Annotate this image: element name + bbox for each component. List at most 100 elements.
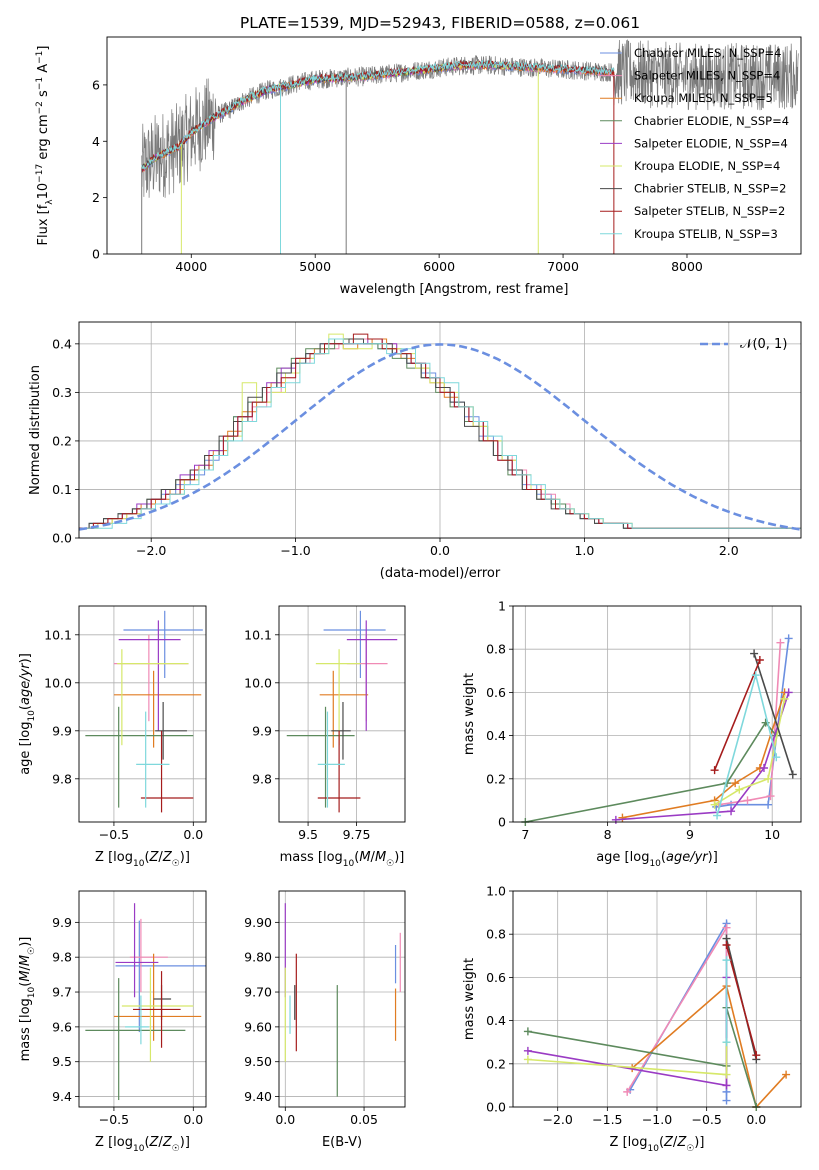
- axes-frame: [78, 890, 207, 1108]
- legend-label: Salpeter ELODIE, N_SSP=4: [634, 136, 788, 150]
- x-tick-label: 6000: [423, 259, 455, 274]
- series-kroupa-elodie: [523, 1038, 731, 1079]
- y-axis-label: mass weight: [462, 673, 477, 755]
- legend-label: Salpeter STELIB, N_SSP=2: [634, 204, 785, 218]
- y-tick-label: 10.0: [44, 675, 72, 690]
- mass-vs-metallicity-chart: −0.5 0.0 9.4 9.5 9.6 9.7 9.8 9.9 Z [log10(Z/Z☉)]…: [18, 890, 207, 1154]
- y-tick-label: 0: [498, 815, 506, 830]
- weight-marker: [780, 694, 789, 703]
- y-tick-label: 0.1: [52, 482, 72, 497]
- axes-frame: [278, 890, 406, 1108]
- x-tick-label: −1.0: [280, 543, 310, 558]
- series-chabrier-stelib: [750, 649, 797, 779]
- weight-line: [615, 692, 790, 821]
- x-tick-label: 0.0: [746, 1112, 766, 1127]
- series-kroupa-miles: [628, 982, 791, 1111]
- axes-frame: [106, 36, 802, 255]
- point-salpeter-stelib: [140, 730, 194, 813]
- x-tick-label: 8: [604, 827, 612, 842]
- y-tick-label: 9.4: [52, 1089, 72, 1104]
- y-tick-label: 9.70: [244, 985, 272, 1000]
- weight-marker: [772, 753, 781, 762]
- legend-label: Chabrier MILES, N_SSP=4: [634, 46, 781, 60]
- histogram-chabrier-elodie: [79, 338, 797, 529]
- point-salpeter-miles: [113, 634, 189, 722]
- weight-marker: [752, 1051, 761, 1060]
- point-salpeter-elodie: [115, 903, 159, 998]
- legend-label: Chabrier STELIB, N_SSP=2: [634, 182, 786, 196]
- weight-marker: [722, 1081, 731, 1090]
- y-tick-label: 0.8: [486, 927, 506, 942]
- x-axis-label: (data-model)/error: [380, 566, 501, 581]
- weight-line: [525, 721, 777, 823]
- y-tick-label: 0.2: [52, 433, 72, 448]
- point-kroupa-elodie: [315, 649, 361, 746]
- point-salpeter-stelib: [132, 971, 181, 1048]
- age-vs-metallicity-chart: −0.5 0.0 9.8 9.9 10.0 10.1 Z [log10(Z/Z☉)] age …: [18, 605, 207, 869]
- weight-line: [714, 698, 786, 806]
- histogram-steps: [79, 333, 801, 531]
- weight-marker: [623, 1087, 632, 1096]
- axes-frame: [278, 605, 406, 823]
- y-tick-label: 0.4: [486, 1013, 506, 1028]
- weight-marker: [722, 1070, 731, 1079]
- y-tick-label: 9.8: [52, 771, 72, 786]
- point-kroupa-stelib: [317, 711, 345, 808]
- histogram-kroupa-stelib: [83, 338, 801, 529]
- errorbars: [284, 903, 401, 1097]
- weight-marker: [710, 766, 719, 775]
- histogram-chabrier-stelib: [79, 338, 797, 529]
- histogram-kroupa-miles: [83, 338, 801, 529]
- weight-marker: [618, 813, 627, 822]
- weight-lines: [523, 919, 791, 1111]
- point-chabrier-miles: [115, 920, 206, 1033]
- y-tick-label: 10.1: [44, 627, 72, 642]
- point-salpeter-miles: [129, 918, 168, 993]
- y-tick-label: 9.40: [244, 1089, 272, 1104]
- x-axis-label: mass [log10(M/M☉)]: [280, 850, 405, 869]
- x-tick-label: −0.5: [99, 1112, 129, 1127]
- series-salpeter-elodie: [611, 688, 793, 824]
- mass-vs-extinction-chart: 0.0 0.05 9.40 9.50 9.60 9.70 9.80 9.90 E(B-V): [244, 890, 406, 1150]
- y-tick-label: 6: [92, 77, 100, 92]
- legend-label: 𝒩(0, 1): [740, 337, 787, 352]
- weight-line: [713, 659, 761, 771]
- series-chabrier-elodie: [521, 718, 781, 826]
- series-salpeter-stelib: [710, 656, 764, 775]
- y-tick-label: 2: [92, 190, 100, 205]
- x-tick-label: 0.0: [183, 1112, 203, 1127]
- x-tick-label: 0.0: [275, 1112, 295, 1127]
- weight-marker: [776, 638, 785, 647]
- x-axis-label: age [log10(age/yr)]: [596, 850, 718, 869]
- legend-label: Kroupa STELIB, N_SSP=3: [634, 227, 778, 241]
- weight-line: [725, 944, 758, 1056]
- y-tick-label: 9.7: [52, 985, 72, 1000]
- y-tick-label: 9.80: [244, 950, 272, 965]
- point-kroupa-miles: [113, 953, 202, 1041]
- y-axis-label: Flux [fλ10−17 erg cm−2 s−1 A−1]: [35, 46, 55, 246]
- errorbars: [286, 610, 398, 813]
- y-tick-label: 1: [498, 599, 506, 614]
- weight-marker: [523, 1055, 532, 1064]
- series-kroupa-miles: [618, 688, 789, 822]
- y-tick-label: 0.0: [486, 1100, 506, 1115]
- weight-marker: [611, 815, 620, 824]
- x-axis-label: Z [log10(Z/Z☉)]: [95, 850, 190, 869]
- series-salpeter-stelib: [722, 941, 761, 1060]
- weight-marker: [784, 688, 793, 697]
- y-tick-label: 4: [92, 134, 100, 149]
- y-tick-label: 9.8: [52, 950, 72, 965]
- weight-marker: [710, 800, 719, 809]
- y-tick-label: 10.0: [244, 675, 272, 690]
- weight-marker: [713, 811, 722, 820]
- legend-label: Kroupa ELODIE, N_SSP=4: [634, 159, 780, 173]
- point-kroupa-stelib: [125, 995, 149, 1045]
- errorbars: [85, 903, 206, 1101]
- x-tick-label: 5000: [299, 259, 331, 274]
- y-tick-label: 0.2: [486, 1056, 506, 1071]
- weight-marker: [788, 770, 797, 779]
- legend-label: Chabrier ELODIE, N_SSP=4: [634, 114, 789, 128]
- weight-lines: [521, 634, 797, 826]
- y-tick-label: 0.6: [486, 685, 506, 700]
